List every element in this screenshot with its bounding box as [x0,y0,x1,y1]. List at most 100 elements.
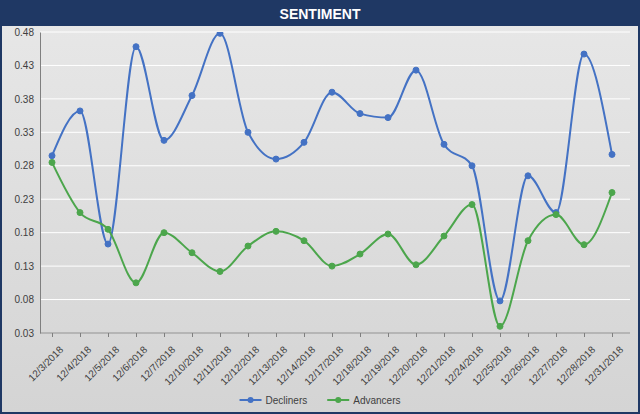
x-tick-mark [136,333,137,337]
legend-item: Decliners [240,395,308,406]
y-tick: 0.38 [15,94,40,105]
series-marker [469,202,475,208]
grid-line [40,132,630,133]
y-tick-label: 0.18 [15,227,35,238]
series-marker [77,108,83,114]
series-marker [441,233,447,239]
series-marker [49,159,55,165]
y-tick: 0.08 [15,294,40,305]
series-marker [469,163,475,169]
x-tick-mark [612,333,613,337]
x-tick-mark [248,333,249,337]
series-marker [133,44,139,50]
x-tick-mark [584,333,585,337]
series-marker [497,323,503,329]
x-tick-mark [276,333,277,337]
series-marker [273,228,279,234]
series-line [52,162,612,326]
y-tick-label: 0.38 [15,94,35,105]
grid-line [40,299,630,300]
series-marker [581,51,587,57]
y-tick: 0.03 [15,328,40,339]
x-tick-mark [52,333,53,337]
x-tick-mark [108,333,109,337]
grid-line [40,165,630,166]
grid-line [40,333,630,334]
series-marker [245,129,251,135]
x-tick-mark [556,333,557,337]
series-marker [301,238,307,244]
chart-title: SENTIMENT [280,6,361,22]
legend-item: Advancers [327,395,400,406]
x-tick-mark [192,333,193,337]
series-marker [497,298,503,304]
x-tick-label: 12/31/2018 [582,344,625,387]
series-marker [301,139,307,145]
series-marker [385,115,391,121]
y-tick-label: 0.28 [15,160,35,171]
y-tick: 0.13 [15,261,40,272]
chart-container: SENTIMENT 0.03 0.08 0.13 0.18 0.23 0.28 0.33 0.3… [0,0,640,414]
y-axis-line [40,33,41,334]
series-marker [357,251,363,257]
x-tick-mark [304,333,305,337]
x-tick-mark [500,333,501,337]
series-marker [413,262,419,268]
series-marker [133,280,139,286]
x-tick-mark [528,333,529,337]
y-tick-label: 0.03 [15,328,35,339]
y-axis: 0.03 0.08 0.13 0.18 0.23 0.28 0.33 0.38 0.43 0.48 [15,27,41,339]
series-marker [189,93,195,99]
legend-label: Advancers [353,395,400,406]
chart-svg: SENTIMENT 0.03 0.08 0.13 0.18 0.23 0.28 0.33 0.3… [0,0,640,414]
series-marker [609,151,615,157]
grid [40,32,630,333]
series-marker [553,212,559,218]
series-marker [525,238,531,244]
series-marker [189,250,195,256]
grid-line [40,199,630,200]
title-band [2,2,638,26]
legend: Decliners Advancers [240,395,401,406]
y-tick-label: 0.13 [15,261,35,272]
x-tick-mark [332,333,333,337]
y-tick: 0.18 [15,227,40,238]
series-marker [385,231,391,237]
x-tick-mark [164,333,165,337]
series-marker [609,190,615,196]
x-tick-mark [472,333,473,337]
x-axis: 12/3/201812/4/201812/5/201812/6/201812/7… [26,333,630,387]
legend-marker [248,397,254,403]
x-tick-mark [416,333,417,337]
series-marker [581,242,587,248]
y-tick: 0.43 [15,60,40,71]
y-tick-label: 0.23 [15,194,35,205]
series-marker [217,268,223,274]
series-marker [245,243,251,249]
y-tick: 0.33 [15,127,40,138]
series-marker [77,210,83,216]
series-marker [217,32,223,36]
x-tick-mark [220,333,221,337]
series-group [49,32,615,329]
plot: 0.03 0.08 0.13 0.18 0.23 0.28 0.33 0.38 0.43 0.48… [15,27,630,388]
y-tick: 0.48 [15,27,40,38]
y-tick-label: 0.33 [15,127,35,138]
y-tick: 0.28 [15,160,40,171]
x-tick-mark [360,333,361,337]
series-marker [161,137,167,143]
x-tick: 12/31/2018 [582,333,625,387]
y-tick: 0.23 [15,194,40,205]
series-line [52,33,612,301]
y-tick-label: 0.08 [15,294,35,305]
legend-marker [335,397,341,403]
y-tick-label: 0.43 [15,60,35,71]
x-tick-mark [80,333,81,337]
y-tick-label: 0.48 [15,27,35,38]
series-marker [329,263,335,269]
x-tick-mark [388,333,389,337]
background [2,2,638,412]
grid-line [40,32,630,33]
x-tick-mark [444,333,445,337]
series-marker [525,173,531,179]
